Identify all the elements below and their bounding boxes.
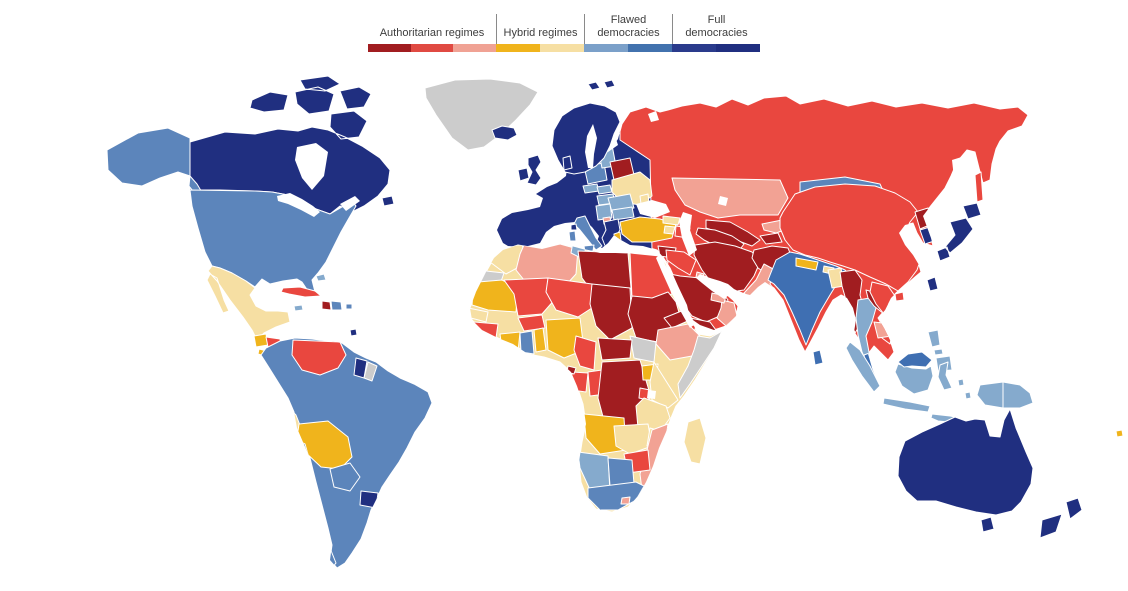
country-ghana: [519, 330, 535, 355]
legend-group-full: Full democracies: [672, 14, 760, 52]
country-usa-alaska: [106, 127, 204, 197]
country-liberia: [477, 337, 493, 351]
country-gabon: [571, 371, 589, 393]
country-denmark: [562, 155, 573, 171]
legend: Authoritarian regimes Hybrid regimes Fla…: [368, 14, 760, 52]
country-cuba: [280, 286, 322, 298]
legend-swatches-authoritarian: [368, 43, 497, 52]
country-puerto-rico: [345, 303, 353, 310]
country-sierra-leone: [470, 329, 479, 343]
white-sea: [648, 111, 659, 122]
country-fiji: [1115, 429, 1124, 438]
country-slovakia: [596, 184, 613, 195]
territory-svalbard: [587, 79, 616, 91]
legend-label-hybrid: Hybrid regimes: [496, 14, 584, 44]
country-tajikistan: [759, 232, 783, 245]
country-somalia: [677, 330, 722, 399]
country-philippines: [927, 329, 953, 372]
country-taiwan: [926, 276, 939, 292]
country-benin-togo: [533, 327, 547, 353]
country-czechia: [582, 183, 600, 194]
country-guinea: [473, 321, 499, 339]
island-sardinia: [568, 230, 577, 242]
country-bahamas: [315, 273, 327, 282]
country-armenia: [663, 225, 676, 235]
country-central-african-republic: [597, 337, 633, 361]
island-corsica: [570, 223, 578, 231]
country-united-kingdom: [526, 154, 542, 186]
country-jamaica: [293, 304, 304, 312]
country-cote-divoire: [499, 331, 521, 353]
country-dominican-republic: [330, 300, 343, 311]
legend-label-flawed: Flawed democracies: [584, 14, 672, 44]
country-senegal: [470, 307, 489, 323]
country-madagascar: [683, 417, 707, 465]
great-lakes: [277, 193, 320, 217]
country-burkina-faso: [517, 314, 546, 332]
country-japan: [936, 202, 982, 262]
legend-group-hybrid: Hybrid regimes: [496, 14, 584, 52]
country-venezuela: [291, 339, 347, 376]
region-western-balkans: [595, 203, 613, 221]
country-oman: [716, 299, 738, 327]
country-trinidad-and-tobago: [349, 328, 358, 337]
country-lesotho-eswatini: [620, 496, 631, 505]
island-hainan: [894, 291, 905, 302]
legend-swatches-flawed: [584, 43, 672, 52]
red-sea: [656, 254, 695, 328]
legend-swatches-hybrid: [496, 43, 584, 52]
country-zambia: [613, 423, 653, 455]
country-kazakhstan: [671, 177, 789, 219]
lake-victoria: [647, 390, 656, 399]
hudson-bay: [295, 143, 328, 190]
country-nepal: [795, 257, 819, 271]
legend-group-authoritarian: Authoritarian regimes: [368, 14, 497, 52]
st-lawrence-gulf: [340, 196, 360, 211]
caspian-sea: [679, 212, 697, 256]
persian-gulf: [696, 274, 730, 299]
gulf-of-bothnia: [585, 124, 597, 168]
country-iceland: [491, 125, 518, 141]
country-mexico: [206, 265, 291, 341]
country-turkey: [613, 216, 677, 243]
country-sri-lanka: [812, 349, 824, 366]
country-australia: [897, 408, 1034, 533]
country-ireland: [517, 167, 530, 182]
country-south-africa: [587, 481, 645, 511]
sea-of-okhotsk: [952, 155, 974, 184]
country-botswana: [607, 457, 635, 487]
country-paraguay: [329, 462, 361, 492]
black-sea: [636, 200, 670, 218]
country-uruguay: [359, 490, 379, 509]
country-cameroon: [573, 335, 597, 371]
aral-sea: [718, 196, 728, 206]
country-malaysia-borneo: [897, 351, 933, 368]
legend-label-full: Full democracies: [672, 14, 760, 44]
territory-french-guiana: [363, 361, 378, 382]
country-papua-new-guinea: [1002, 381, 1034, 409]
country-ecuador: [261, 383, 275, 403]
country-iraq: [665, 249, 697, 276]
country-haiti: [321, 300, 332, 311]
country-canada: [189, 75, 395, 215]
country-georgia: [662, 215, 681, 226]
legend-swatches-full: [672, 43, 760, 52]
country-bulgaria: [611, 206, 635, 221]
country-guatemala: [253, 333, 269, 348]
legend-group-flawed: Flawed democracies: [584, 14, 672, 52]
island-sakhalin: [974, 171, 984, 203]
country-greenland: [424, 78, 539, 151]
legend-label-authoritarian: Authoritarian regimes: [379, 26, 485, 39]
country-new-zealand: [1039, 497, 1083, 539]
country-china: [779, 183, 922, 292]
